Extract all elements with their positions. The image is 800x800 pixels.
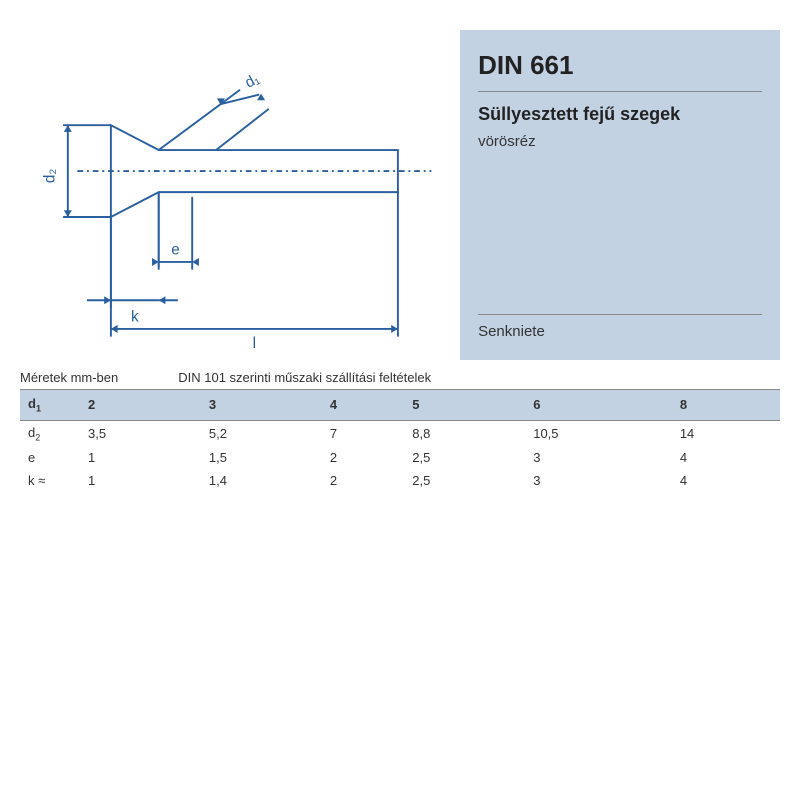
cell: 7 — [322, 420, 404, 446]
units-note: Méretek mm-ben — [20, 370, 118, 385]
cell: 2,5 — [404, 469, 525, 492]
cell: 1 — [80, 446, 201, 469]
row-label: e — [20, 446, 80, 469]
svg-text:k: k — [131, 308, 139, 325]
col-header: 6 — [525, 390, 672, 421]
alt-name: Senkniete — [478, 314, 762, 340]
col-header: 5 — [404, 390, 525, 421]
spec-note: DIN 101 szerinti műszaki szállítási felt… — [178, 370, 431, 385]
cell: 4 — [672, 446, 780, 469]
col-header: 8 — [672, 390, 780, 421]
table-row: e11,522,534 — [20, 446, 780, 469]
col-header: 2 — [80, 390, 201, 421]
notes-row: Méretek mm-ben DIN 101 szerinti műszaki … — [0, 370, 800, 389]
cell: 2 — [322, 446, 404, 469]
col-header: 3 — [201, 390, 322, 421]
material: vörösréz — [478, 133, 762, 150]
row-label: k ≈ — [20, 469, 80, 492]
table-row: d23,55,278,810,514 — [20, 420, 780, 446]
cell: 2,5 — [404, 446, 525, 469]
dimensions-table: d1234568 d23,55,278,810,514e11,522,534k … — [20, 389, 780, 492]
cell: 10,5 — [525, 420, 672, 446]
col-header-d1: d1 — [20, 390, 80, 421]
col-header: 4 — [322, 390, 404, 421]
cell: 3 — [525, 469, 672, 492]
svg-text:l: l — [253, 335, 256, 352]
cell: 5,2 — [201, 420, 322, 446]
svg-text:d₁: d₁ — [242, 70, 262, 91]
cell: 3 — [525, 446, 672, 469]
cell: 1,5 — [201, 446, 322, 469]
cell: 4 — [672, 469, 780, 492]
table-row: k ≈11,422,534 — [20, 469, 780, 492]
svg-text:d₂: d₂ — [41, 169, 58, 184]
product-title: Süllyesztett fejű szegek — [478, 104, 762, 125]
technical-drawing: d₁ d₂ k e l — [20, 30, 460, 360]
row-label: d2 — [20, 420, 80, 446]
cell: 8,8 — [404, 420, 525, 446]
cell: 1 — [80, 469, 201, 492]
svg-text:e: e — [171, 241, 180, 258]
cell: 2 — [322, 469, 404, 492]
cell: 1,4 — [201, 469, 322, 492]
cell: 3,5 — [80, 420, 201, 446]
cell: 14 — [672, 420, 780, 446]
info-panel: DIN 661 Süllyesztett fejű szegek vörösré… — [460, 30, 780, 360]
standard-code: DIN 661 — [478, 50, 762, 92]
